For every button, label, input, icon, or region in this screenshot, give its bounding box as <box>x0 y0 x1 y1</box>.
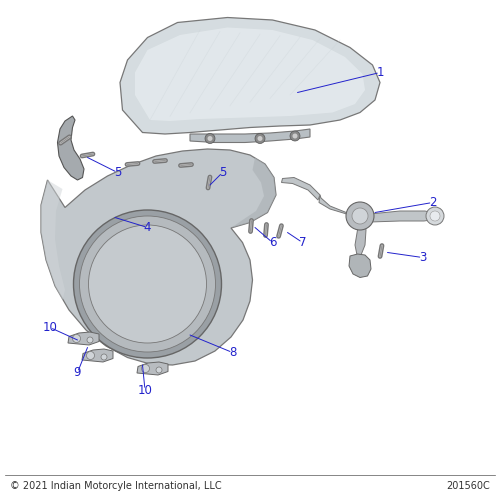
Circle shape <box>430 211 440 221</box>
Circle shape <box>205 134 215 143</box>
Polygon shape <box>137 362 168 375</box>
Circle shape <box>208 136 212 141</box>
Text: 3: 3 <box>419 251 426 264</box>
Text: 7: 7 <box>299 236 306 249</box>
Polygon shape <box>41 180 65 300</box>
Polygon shape <box>135 28 365 121</box>
Polygon shape <box>68 332 99 345</box>
Circle shape <box>352 208 368 224</box>
Text: © 2021 Indian Motorcyle International, LLC: © 2021 Indian Motorcyle International, L… <box>10 481 222 491</box>
Circle shape <box>101 354 107 360</box>
Polygon shape <box>349 254 371 278</box>
Text: 5: 5 <box>114 166 121 179</box>
Text: 2: 2 <box>429 196 436 209</box>
Text: 4: 4 <box>144 221 151 234</box>
Polygon shape <box>190 129 310 142</box>
Circle shape <box>290 131 300 141</box>
Text: 9: 9 <box>74 366 81 379</box>
Text: 201560C: 201560C <box>446 481 490 491</box>
Circle shape <box>258 136 262 141</box>
Circle shape <box>80 216 216 352</box>
Text: 6: 6 <box>269 236 276 249</box>
Polygon shape <box>360 211 438 222</box>
Circle shape <box>346 202 374 230</box>
Circle shape <box>292 134 298 138</box>
Circle shape <box>74 210 222 358</box>
Circle shape <box>255 134 265 143</box>
Circle shape <box>426 207 444 225</box>
Polygon shape <box>319 195 360 216</box>
Circle shape <box>88 225 206 343</box>
Polygon shape <box>41 149 276 365</box>
Text: 10: 10 <box>138 384 152 396</box>
Circle shape <box>86 352 94 360</box>
Polygon shape <box>120 18 380 134</box>
Polygon shape <box>58 116 84 180</box>
Text: 5: 5 <box>219 166 226 179</box>
Circle shape <box>72 334 80 342</box>
Polygon shape <box>231 158 276 228</box>
Polygon shape <box>82 349 113 362</box>
Text: 1: 1 <box>376 66 384 79</box>
Circle shape <box>142 364 150 372</box>
Text: 8: 8 <box>229 346 236 359</box>
Circle shape <box>87 337 93 343</box>
Polygon shape <box>355 220 366 255</box>
Circle shape <box>156 367 162 373</box>
Text: 10: 10 <box>42 321 58 334</box>
Polygon shape <box>282 178 320 200</box>
